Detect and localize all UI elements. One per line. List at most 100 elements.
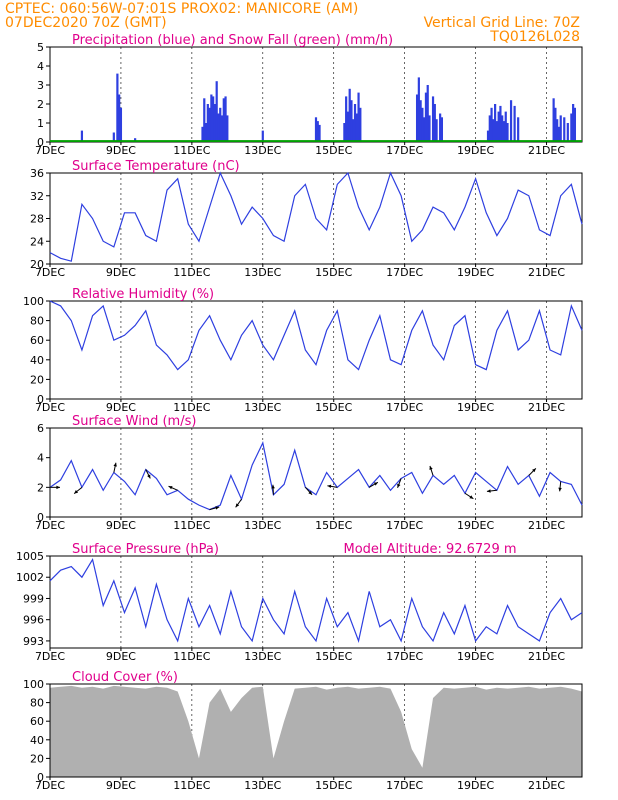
precip-bar — [314, 117, 318, 142]
precip-bar — [421, 107, 424, 142]
precip-bar — [353, 104, 357, 142]
precip-bar — [206, 104, 209, 142]
cloud-xtick-label: 7DEC — [35, 779, 65, 792]
humidity-ytick-label: 40 — [30, 354, 44, 367]
precip-bar — [433, 104, 436, 142]
header-run: TQ0126L028 — [489, 29, 580, 45]
precip-ytick-label: 1 — [37, 117, 44, 130]
humidity-xtick-label: 7DEC — [35, 401, 65, 414]
precip-bar — [509, 100, 513, 142]
pressure-ytick-label: 999 — [23, 592, 44, 605]
humidity-ytick-label: 100 — [23, 295, 44, 308]
temperature-xtick-label: 9DEC — [106, 266, 136, 279]
precip-bar — [261, 130, 264, 142]
temperature-ytick-label: 28 — [30, 213, 44, 226]
header-date: 07DEC2020 70Z (GMT) — [5, 15, 167, 31]
wind-ytick-label: 6 — [37, 422, 44, 435]
precip-bar — [222, 98, 225, 142]
humidity-series-line — [49, 300, 583, 371]
precip-bar — [492, 119, 495, 142]
temperature-title: Surface Temperature (nC) — [72, 159, 240, 174]
wind-arrow-head — [147, 474, 151, 479]
cloud-ytick-label: 80 — [30, 697, 44, 710]
cloud-xtick-label: 17DEC — [386, 779, 423, 792]
precip-bar — [348, 88, 351, 142]
cloud-ytick-label: 100 — [23, 678, 44, 691]
temperature-ytick-label: 20 — [30, 258, 44, 271]
humidity-frame — [49, 300, 583, 400]
wind-series-line — [49, 440, 583, 511]
precip-bar — [345, 96, 348, 142]
cloud-xtick-label: 11DEC — [173, 779, 210, 792]
precip-bar — [355, 113, 358, 142]
cloud-panel: 0 20 40 60 80 100 7DEC 9DEC 11DEC 13DEC 15DEC 17DEC… — [23, 670, 583, 792]
temperature-ytick-label: 24 — [30, 235, 44, 248]
temperature-panel: 20 24 28 32 36 7DEC 9DEC 11DEC 13DEC 15DEC 17DEC 19… — [30, 159, 583, 279]
wind-arrow-head — [308, 490, 313, 495]
wind-arrow-head — [469, 495, 474, 499]
pressure-ytick-label: 993 — [23, 635, 44, 648]
cloud-ytick-label: 20 — [30, 752, 44, 765]
temperature-ytick-label: 36 — [30, 167, 44, 180]
humidity-xtick-label: 17DEC — [386, 401, 423, 414]
precip-bar — [350, 100, 353, 142]
precip-bar — [494, 104, 497, 142]
pressure-xtick-label: 13DEC — [244, 650, 281, 663]
precip-ytick-label: 0 — [37, 136, 44, 149]
wind-xtick-label: 11DEC — [173, 519, 210, 532]
header: CPTEC: 060:56W-07:01S PROX02: MANICORE (… — [5, 1, 580, 45]
wind-panel: 0 2 4 6 7DEC 9DEC 11DEC 13DEC 15DEC 17DEC 19DEC 21D… — [35, 414, 583, 532]
pressure-xtick-label: 11DEC — [173, 650, 210, 663]
precip-bar — [566, 123, 569, 142]
pressure-frame — [49, 555, 583, 649]
precip-bar — [435, 119, 438, 142]
precip-bar — [204, 123, 208, 142]
wind-xtick-label: 15DEC — [315, 519, 352, 532]
temperature-xtick-label: 11DEC — [173, 266, 210, 279]
wind-xtick-label: 21DEC — [528, 519, 565, 532]
precip-xtick-label: 9DEC — [106, 144, 136, 157]
cloud-xtick-label: 21DEC — [528, 779, 565, 792]
precip-bar — [570, 113, 573, 142]
wind-arrow-head — [397, 483, 401, 488]
precip-bar — [486, 130, 490, 142]
humidity-ytick-label: 60 — [30, 334, 44, 347]
cloud-frame-top — [49, 683, 583, 778]
precip-bar — [220, 115, 224, 142]
wind-arrow-head — [215, 506, 220, 510]
precip-bar — [559, 115, 562, 142]
precip-bar — [419, 100, 422, 142]
precip-bar — [552, 98, 555, 142]
pressure-ytick-label: 1002 — [16, 571, 44, 584]
precip-bar — [513, 105, 516, 142]
precip-bar — [217, 113, 220, 142]
cloud-ytick-label: 40 — [30, 734, 44, 747]
precip-bar — [359, 107, 362, 142]
precip-bar — [517, 117, 520, 142]
pressure-ytick-label: 1005 — [16, 550, 44, 563]
wind-arrow-head — [429, 465, 433, 470]
header-station: CPTEC: 060:56W-07:01S PROX02: MANICORE (… — [5, 1, 358, 17]
pressure-annotation: Model Altitude: 92.6729 m — [343, 542, 516, 557]
humidity-ytick-label: 20 — [30, 373, 44, 386]
wind-xtick-label: 19DEC — [457, 519, 494, 532]
precip-bar — [215, 81, 218, 142]
wind-arrow-head — [486, 489, 491, 493]
wind-arrow-head — [113, 462, 117, 467]
precip-bar — [343, 123, 346, 142]
wind-arrow-head — [271, 484, 275, 489]
temperature-xtick-label: 13DEC — [244, 266, 281, 279]
wind-xtick-label: 9DEC — [106, 519, 136, 532]
precip-bar — [415, 94, 419, 142]
precip-bar — [226, 115, 229, 142]
precip-xtick-label: 7DEC — [35, 144, 65, 157]
wind-arrow-head — [74, 490, 79, 494]
wind-arrow-head — [235, 503, 240, 508]
pressure-ytick-label: 996 — [23, 614, 44, 627]
precip-snow-bar — [50, 140, 582, 142]
precip-bar — [490, 107, 493, 142]
precip-bar — [219, 107, 222, 142]
precip-bar — [424, 92, 428, 142]
